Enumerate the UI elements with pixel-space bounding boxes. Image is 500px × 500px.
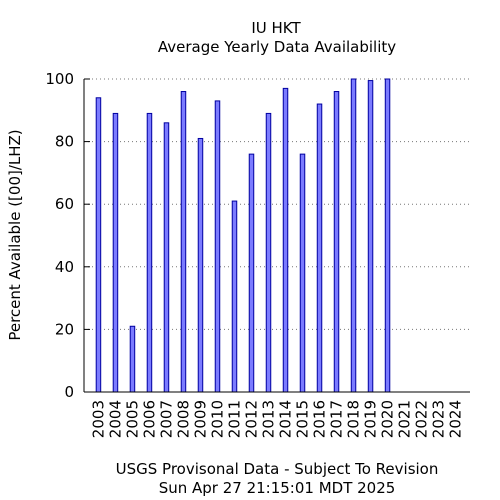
x-tick-label: 2011 — [225, 400, 243, 438]
x-tick-label: 2019 — [362, 400, 380, 438]
x-tick-label: 2024 — [447, 400, 465, 438]
y-axis-label: Percent Available ([00]/LHZ) — [6, 129, 24, 340]
y-tick-label: 60 — [55, 195, 74, 213]
bar-2011 — [231, 200, 238, 393]
grid-lines — [84, 78, 470, 330]
x-tick-label: 2010 — [208, 400, 226, 438]
y-tick-label: 100 — [45, 70, 74, 88]
bar-2003 — [95, 97, 102, 393]
x-tick-label: 2016 — [311, 400, 329, 438]
y-tick-label: 40 — [55, 258, 74, 276]
x-tick-label: 2012 — [242, 400, 260, 438]
bars — [95, 78, 391, 393]
y-tick-label: 20 — [55, 320, 74, 338]
bar-2007 — [163, 122, 170, 393]
x-tick-label: 2004 — [106, 400, 124, 438]
bar-2014 — [282, 87, 289, 393]
x-tick-label: 2007 — [157, 400, 175, 438]
x-tick-label: 2021 — [396, 400, 414, 438]
x-tick-label: 2006 — [140, 400, 158, 438]
bar-2016 — [316, 103, 323, 393]
bar-2019 — [367, 80, 374, 393]
x-tick-label: 2013 — [259, 400, 277, 438]
bar-2005 — [129, 325, 136, 393]
x-tick-label: 2003 — [89, 400, 107, 438]
chart-footer: Sun Apr 27 21:15:01 MDT 2025 — [159, 479, 396, 497]
x-tick-label: 2014 — [277, 400, 295, 438]
chart-subtitle: Average Yearly Data Availability — [158, 38, 396, 56]
bar-2010 — [214, 100, 221, 393]
x-tick-label: 2008 — [174, 400, 192, 438]
x-tick-label: 2022 — [413, 400, 431, 438]
y-tick-label: 0 — [64, 383, 74, 401]
bar-2006 — [146, 112, 153, 393]
chart-title: IU HKT — [251, 19, 301, 37]
x-tick-labels: 2003 2004 2005 2006 2007 2008 2009 2010 2011 2012… — [89, 400, 464, 438]
bar-2015 — [299, 153, 306, 393]
y-tick-labels: 0 20 40 60 80 100 — [45, 70, 74, 401]
x-axis-label: USGS Provisonal Data - Subject To Revisi… — [116, 460, 439, 478]
bar-2009 — [197, 137, 204, 393]
x-tick-label: 2005 — [123, 400, 141, 438]
y-tick-label: 80 — [55, 133, 74, 151]
bar-2008 — [180, 91, 187, 393]
bar-2012 — [248, 153, 255, 393]
x-tick-label: 2018 — [345, 400, 363, 438]
bar-2020 — [384, 78, 391, 393]
bar-2004 — [112, 112, 119, 393]
x-tick-label: 2009 — [191, 400, 209, 438]
bar-2018 — [350, 78, 357, 393]
x-tick-label: 2020 — [379, 400, 397, 438]
bar-2017 — [333, 91, 340, 393]
x-tick-label: 2015 — [294, 400, 312, 438]
x-tick-label: 2023 — [430, 400, 448, 438]
x-tick-label: 2017 — [328, 400, 346, 438]
axes — [83, 78, 470, 393]
bar-2013 — [265, 112, 272, 393]
